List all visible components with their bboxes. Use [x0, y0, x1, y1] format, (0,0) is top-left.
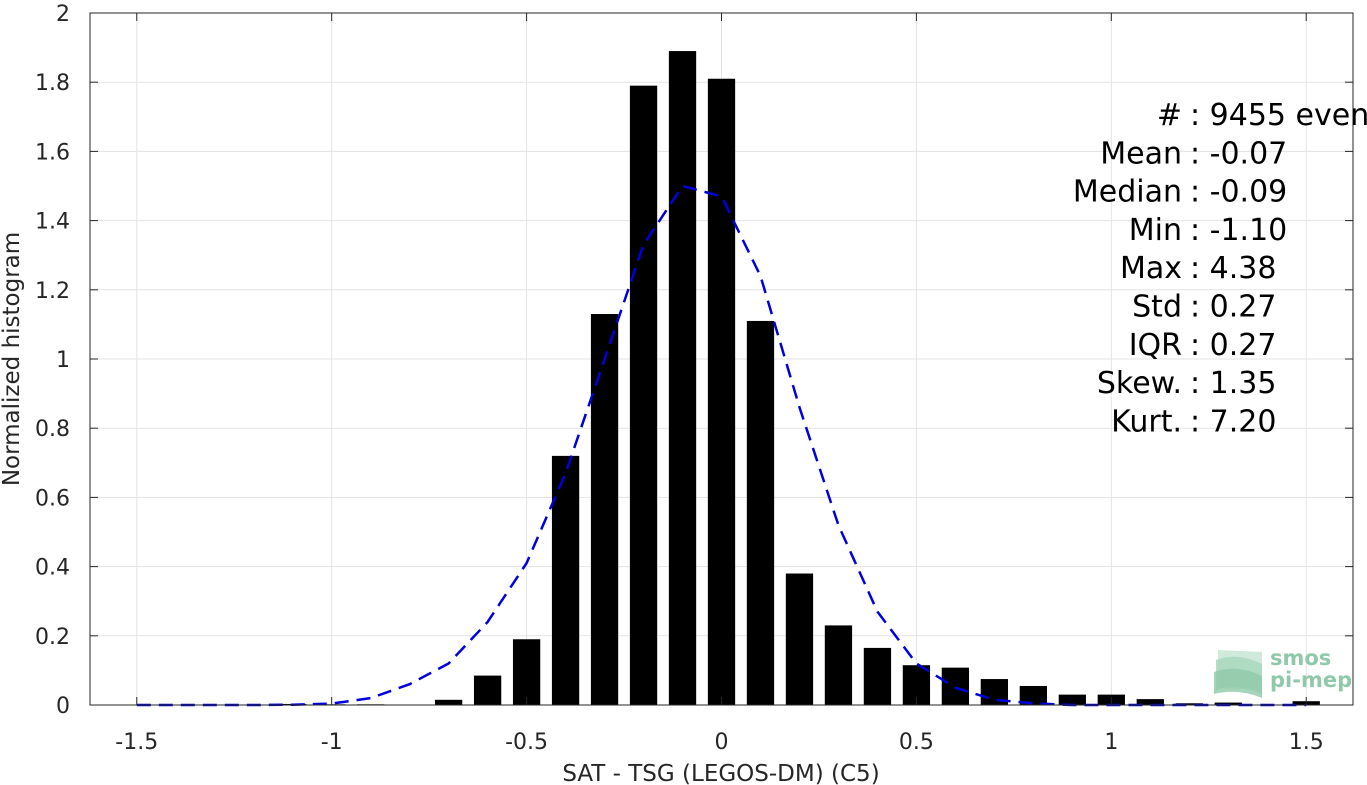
- stat-value: : 9455 events: [1190, 98, 1367, 133]
- stat-value: : 0.27: [1190, 290, 1276, 325]
- histogram-bar: [512, 639, 541, 705]
- stat-value: : 7.20: [1190, 404, 1276, 439]
- histogram-bars: [279, 51, 1320, 706]
- logo-line2: pi-mep: [1270, 668, 1352, 692]
- smos-pimep-logo: smos pi-mep: [1214, 646, 1352, 698]
- x-tick-label: -1.5: [115, 730, 158, 755]
- y-tick-label: 0.6: [35, 486, 70, 511]
- x-tick-labels: -1.5 -1 -0.5 0 0.5 1 1.5: [115, 730, 1323, 755]
- stat-value: : -0.09: [1190, 175, 1287, 210]
- y-tick-label: 2: [56, 2, 70, 27]
- histogram-bar: [746, 320, 775, 705]
- stat-label: Kurt.: [1111, 404, 1182, 439]
- stat-value: : -0.07: [1190, 136, 1287, 171]
- logo-wave-icon: [1214, 650, 1262, 698]
- stat-value: : -1.10: [1190, 213, 1287, 248]
- stat-label: Std: [1132, 290, 1182, 325]
- histogram-bar: [785, 573, 814, 705]
- stat-label: Max: [1120, 251, 1182, 286]
- stat-label: Median: [1073, 175, 1182, 210]
- logo-line1: smos: [1270, 646, 1331, 670]
- histogram-bar: [434, 699, 463, 705]
- histogram-bar: [473, 675, 502, 705]
- y-tick-label: 1.2: [35, 279, 70, 304]
- x-tick-label: -0.5: [505, 730, 548, 755]
- histogram-bar: [629, 85, 658, 705]
- histogram-bar: [863, 647, 892, 705]
- histogram-bar: [668, 51, 697, 706]
- stat-value: : 4.38: [1190, 251, 1276, 286]
- x-tick-label: 1: [1104, 730, 1118, 755]
- histogram-bar: [707, 78, 736, 706]
- y-tick-labels: 0 0.2 0.4 0.6 0.8 1 1.2 1.4 1.6 1.8 2: [35, 2, 70, 719]
- x-tick-label: 0.5: [899, 730, 934, 755]
- y-tick-label: 1: [56, 348, 70, 373]
- y-tick-label: 1.4: [35, 210, 70, 235]
- x-tick-label: 1.5: [1289, 730, 1324, 755]
- y-tick-label: 0: [56, 694, 70, 719]
- stat-value: : 0.27: [1190, 328, 1276, 363]
- stat-label: #: [1157, 98, 1182, 133]
- histogram-bar: [1136, 699, 1164, 705]
- histogram-bar: [590, 314, 619, 705]
- y-tick-label: 1.8: [35, 71, 70, 96]
- y-axis-title: Normalized histogram: [0, 232, 25, 486]
- stat-label: Min: [1129, 213, 1182, 248]
- x-axis-title: SAT - TSG (LEGOS-DM) (C5): [562, 761, 879, 785]
- histogram-bar: [551, 455, 580, 705]
- axis-ticks: [90, 12, 1353, 706]
- stat-label: IQR: [1129, 328, 1182, 363]
- histogram-bar: [824, 625, 853, 705]
- stat-label: Mean: [1100, 136, 1182, 171]
- y-tick-label: 0.4: [35, 556, 70, 581]
- histogram-bar: [1019, 685, 1047, 705]
- histogram-bar: [1175, 703, 1203, 705]
- histogram-bar: [1058, 694, 1086, 705]
- stat-label: Skew.: [1097, 366, 1182, 401]
- stat-value: : 1.35: [1190, 366, 1276, 401]
- y-tick-label: 0.2: [35, 625, 70, 650]
- x-tick-label: -1: [321, 730, 343, 755]
- y-tick-label: 1.6: [35, 140, 70, 165]
- x-tick-label: 0: [715, 730, 729, 755]
- y-tick-label: 0.8: [35, 417, 70, 442]
